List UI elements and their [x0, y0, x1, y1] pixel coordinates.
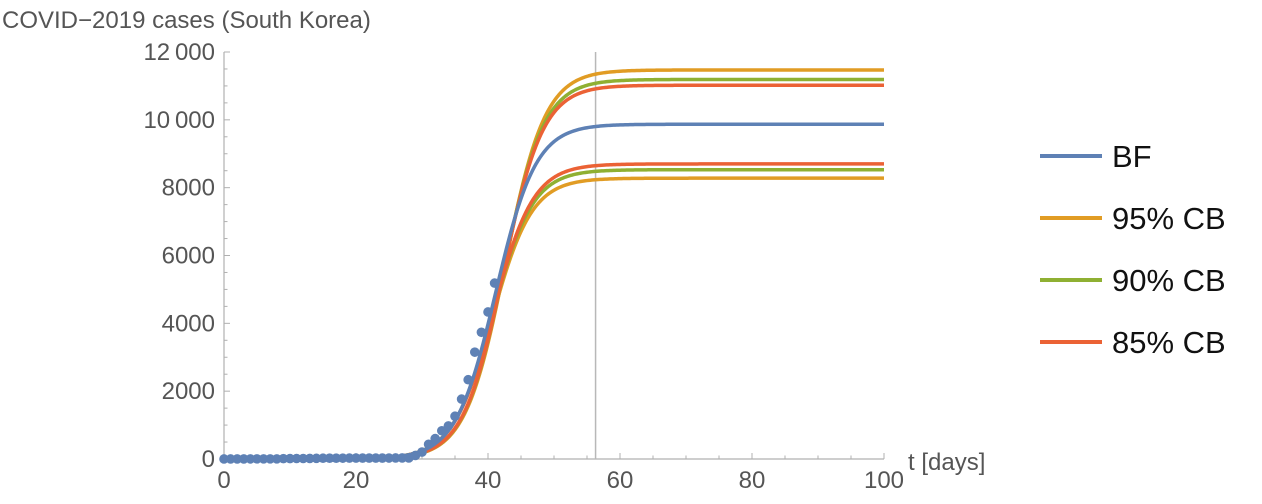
data-point — [232, 454, 242, 464]
data-point — [364, 453, 375, 463]
data-point — [252, 454, 262, 464]
series-line-90-cb — [223, 77, 885, 461]
y-tick-label: 2000 — [162, 378, 215, 405]
data-point — [417, 447, 427, 457]
data-point — [338, 453, 348, 463]
x-tick-label: 40 — [475, 467, 502, 494]
x-axis-label: t [days] — [908, 449, 985, 476]
x-tick-label: 60 — [607, 467, 634, 494]
data-point — [258, 454, 269, 464]
data-point — [331, 453, 342, 463]
data-point — [357, 453, 368, 463]
y-tick-label: 12 000 — [143, 39, 215, 66]
series-line-90-cb — [223, 167, 885, 461]
data-point — [443, 421, 454, 431]
data-point — [219, 454, 229, 464]
series-line-85-cb — [223, 162, 885, 461]
data-point — [423, 439, 434, 450]
data-point — [318, 453, 328, 464]
data-point — [265, 454, 276, 464]
legend-entry-label: 95% CB — [1112, 201, 1226, 236]
y-tick-label: 0 — [202, 446, 215, 473]
data-point — [239, 454, 249, 464]
data-point — [437, 425, 447, 436]
data-point — [450, 411, 460, 422]
data-point — [470, 347, 480, 357]
legend-entry-label: BF — [1112, 139, 1152, 174]
data-point — [225, 454, 236, 464]
series-line-95-cb — [223, 176, 885, 461]
legend-entry-label: 85% CB — [1112, 325, 1226, 360]
data-point — [489, 278, 500, 288]
x-tick-label: 0 — [217, 467, 230, 494]
data-point — [278, 453, 289, 464]
axes: 0 20 40 60 80 100 0 2000 4000 6000 8000 10 000 12 00… — [143, 39, 904, 494]
data-point — [390, 453, 401, 463]
data-point — [384, 453, 394, 463]
curve-layer — [223, 68, 885, 461]
x-tick-label: 20 — [343, 467, 370, 494]
data-point — [476, 327, 487, 338]
legend-entry-label: 90% CB — [1112, 263, 1226, 298]
chart-title: COVID−2019 cases (South Korea) — [2, 7, 371, 34]
series-line-95-cb — [223, 68, 885, 461]
data-point — [430, 433, 441, 444]
legend: BF 95% CB 90% CB 85% CB — [1040, 139, 1226, 360]
x-tick-label: 100 — [864, 467, 904, 494]
data-point — [291, 453, 302, 464]
data-point — [371, 453, 381, 463]
data-point — [344, 453, 355, 463]
x-tick-label: 80 — [739, 467, 766, 494]
data-point — [456, 394, 467, 404]
data-point — [351, 453, 361, 463]
data-point — [324, 453, 335, 463]
series-line-bf — [223, 122, 885, 461]
y-tick-label: 8000 — [162, 175, 215, 202]
observed-points-layer — [219, 278, 500, 464]
y-tick-label: 10 000 — [143, 107, 215, 134]
data-point — [298, 453, 309, 464]
y-tick-label: 4000 — [162, 310, 215, 337]
y-tick-label: 6000 — [162, 243, 215, 270]
data-point — [245, 454, 256, 464]
data-point — [463, 374, 474, 385]
data-point — [397, 453, 408, 463]
data-point — [483, 307, 493, 317]
data-point — [377, 453, 388, 463]
